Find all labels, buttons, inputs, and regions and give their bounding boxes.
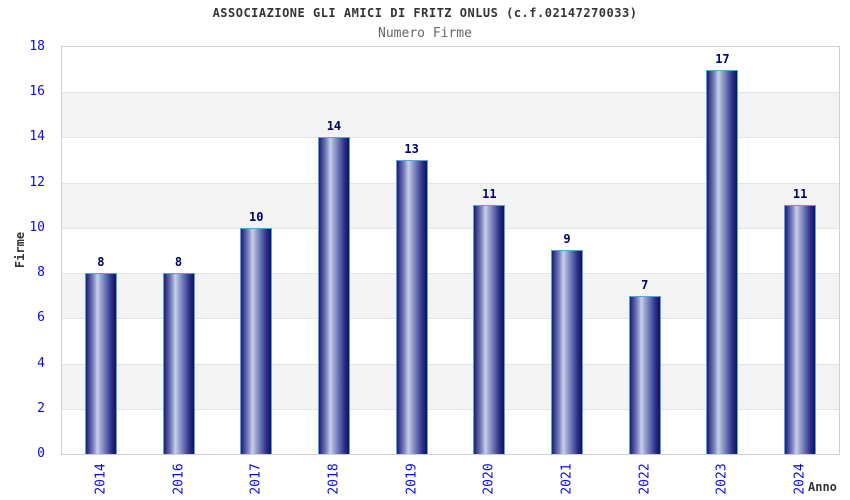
y-tick-label: 18 (29, 39, 45, 54)
bar-2018 (317, 137, 350, 454)
bar-2016 (162, 273, 195, 454)
bar-value-label: 11 (792, 187, 808, 201)
x-tick-label: 2023 (714, 463, 730, 495)
y-tick-label: 4 (37, 355, 45, 371)
bar-2014 (84, 273, 117, 454)
bar-value-label: 13 (404, 142, 419, 156)
bar-2024 (784, 205, 817, 454)
x-tick-label: 2017 (248, 463, 264, 495)
y-tick-label: 6 (37, 310, 45, 326)
bar-value-label: 10 (249, 210, 264, 224)
chart-title: ASSOCIAZIONE GLI AMICI DI FRITZ ONLUS (c… (212, 6, 638, 20)
bar-2017 (240, 228, 273, 454)
x-tick-label: 2018 (326, 463, 342, 495)
y-tick-label: 8 (37, 265, 45, 281)
grid-band (62, 318, 839, 363)
y-tick-label: 2 (37, 400, 45, 416)
grid-band (62, 137, 839, 182)
chart-subtitle: Numero Firme (378, 26, 472, 41)
bar-2020 (473, 205, 506, 454)
plot-area: 8 8 10 14 13 11 9 7 17 11 (61, 46, 840, 455)
grid-band (62, 227, 839, 273)
y-tick-label: 12 (29, 174, 45, 190)
x-tick-label: 2021 (559, 463, 575, 495)
x-tick-label: 2016 (171, 463, 187, 495)
bar-value-label: 9 (563, 232, 571, 246)
bar-2021 (551, 250, 584, 454)
bar-value-label: 7 (641, 278, 649, 292)
bar-value-label: 8 (174, 255, 183, 269)
bar-value-label: 14 (326, 119, 342, 133)
x-tick-label: 2020 (481, 463, 497, 495)
bar-2019 (395, 160, 428, 454)
bar-value-label: 11 (482, 187, 497, 201)
y-tick-label: 10 (29, 219, 45, 235)
x-axis-label: Anno (808, 480, 837, 494)
grid-band (62, 408, 839, 454)
y-tick-label: 14 (29, 129, 45, 145)
bar-2022 (628, 296, 661, 454)
y-axis-label-text: Firme (13, 231, 27, 269)
bar-value-label: 8 (97, 255, 105, 269)
x-tick-label: 2024 (792, 463, 808, 495)
x-tick-label: 2014 (93, 463, 109, 495)
x-tick-label: 2022 (637, 463, 653, 495)
y-tick-label: 16 (29, 84, 45, 100)
bar-value-label: 17 (715, 52, 730, 66)
y-tick-label: 0 (37, 446, 45, 461)
bar-2023 (706, 70, 739, 454)
x-tick-label: 2019 (404, 463, 420, 495)
